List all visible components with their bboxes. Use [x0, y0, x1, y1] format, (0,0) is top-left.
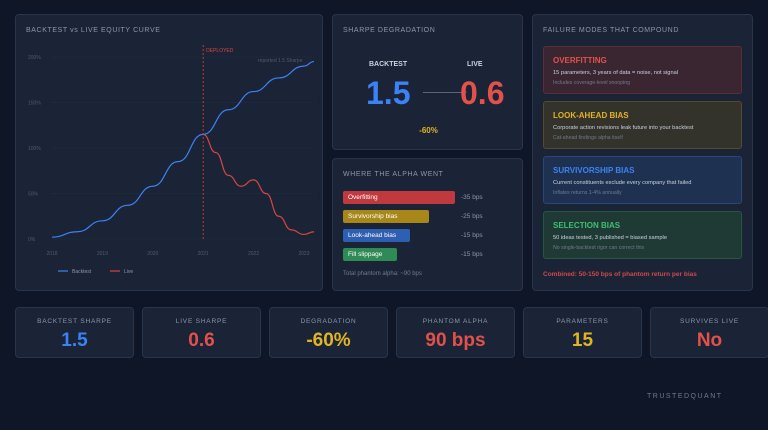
failure-card-desc: 15 parameters, 3 years of data = noise, …	[553, 70, 679, 76]
legend-label: Live	[124, 269, 133, 275]
failure-card-title: LOOK-AHEAD BIAS	[553, 111, 629, 120]
failure-card-note: No single-backtest rigor can correct thi…	[553, 245, 645, 251]
stat-value: 1.5	[61, 330, 88, 351]
sharpe-live-label: LIVE	[467, 61, 483, 68]
sharpe-panel: SHARPE DEGRADATION BACKTEST 1.5 LIVE 0.6…	[332, 14, 523, 150]
failure-card: LOOK-AHEAD BIAS Corporate action revision…	[543, 101, 742, 149]
x-tick-label: 2018	[46, 251, 57, 257]
alpha-bar: Fill slippage	[343, 248, 397, 261]
y-tick-label: 200%	[28, 55, 41, 61]
failure-card-note: Includes coverage-level snooping	[553, 80, 630, 86]
failure-card-note: Cat-ahead findings alpha itself	[553, 135, 623, 141]
equity-chart: 200% 150% 100% 50% 0% 2018 2019 2020 2021 2022 202…	[28, 45, 315, 275]
stat-label: DEGRADATION	[300, 318, 357, 325]
y-tick-label: 50%	[28, 192, 39, 198]
failure-title: FAILURE MODES THAT COMPOUND	[543, 27, 679, 34]
failure-card-note: Inflates returns 1-4% annually	[553, 190, 622, 196]
failure-card-desc: Current constituents exclude every compa…	[553, 180, 692, 186]
stat-label: LIVE SHARPE	[175, 318, 228, 325]
x-tick-label: 2020	[147, 251, 158, 257]
sharpe-live-value: 0.6	[460, 75, 505, 111]
y-tick-label: 150%	[28, 101, 41, 107]
alpha-panel: WHERE THE ALPHA WENT Overfitting -35 bps S…	[332, 158, 523, 291]
stat-label: PHANTOM ALPHA	[422, 318, 489, 325]
stat-card: SURVIVES LIVE No	[650, 307, 768, 358]
backtest-line	[51, 60, 315, 238]
failure-card: SURVIVORSHIP BIAS Current constituents ex…	[543, 156, 742, 204]
x-tick-label: 2021	[198, 251, 209, 257]
alpha-bar-value: -35 bps	[461, 194, 483, 201]
chart-annotation: reported 1.5 Sharpe	[258, 58, 303, 64]
x-tick-label: 2019	[97, 251, 108, 257]
failure-card-desc: Corporate action revisions leak future i…	[553, 125, 694, 131]
sharpe-delta: -60%	[419, 126, 438, 135]
live-line	[202, 133, 315, 236]
arrow-right-icon	[423, 89, 467, 95]
chart-title: BACKTEST vs LIVE EQUITY CURVE	[26, 27, 161, 34]
stat-value: -60%	[306, 330, 351, 351]
stat-card: BACKTEST SHARPE 1.5	[15, 307, 134, 358]
stat-card: LIVE SHARPE 0.6	[142, 307, 261, 358]
alpha-bar: Overfitting	[343, 191, 455, 204]
brand-logo: TRUSTEDQUANT	[647, 393, 723, 400]
stat-value: 0.6	[188, 330, 215, 351]
alpha-title: WHERE THE ALPHA WENT	[343, 171, 444, 178]
stat-label: SURVIVES LIVE	[679, 318, 740, 325]
stat-value: 90 bps	[425, 330, 486, 351]
sharpe-backtest-label: BACKTEST	[369, 61, 408, 68]
stat-label: PARAMETERS	[556, 318, 609, 325]
sharpe-title: SHARPE DEGRADATION	[343, 27, 436, 34]
alpha-bar-value: -25 bps	[461, 213, 483, 220]
failure-panel: FAILURE MODES THAT COMPOUND OVERFITTING 1…	[532, 14, 753, 291]
stat-card: DEGRADATION -60%	[269, 307, 388, 358]
equity-chart-panel: BACKTEST vs LIVE EQUITY CURVE 200% 150% 10…	[15, 14, 323, 291]
legend-label: Backtest	[72, 269, 92, 275]
stat-card: PHANTOM ALPHA 90 bps	[396, 307, 515, 358]
alpha-total: Total phantom alpha: ~90 bps	[343, 271, 422, 277]
failure-card-title: OVERFITTING	[553, 56, 607, 65]
stat-label: BACKTEST SHARPE	[37, 318, 112, 325]
x-tick-label: 2023	[298, 251, 309, 257]
alpha-bar: Survivorship bias	[343, 210, 429, 223]
y-tick-label: 0%	[28, 237, 36, 243]
failure-card-title: SURVIVORSHIP BIAS	[553, 166, 635, 175]
stat-card: PARAMETERS 15	[523, 307, 642, 358]
alpha-bar-value: -15 bps	[461, 251, 483, 258]
y-tick-label: 100%	[28, 146, 41, 152]
x-tick-label: 2022	[248, 251, 259, 257]
stat-value: No	[696, 330, 723, 351]
deployed-label: DEPLOYED	[206, 48, 234, 54]
failure-card-title: SELECTION BIAS	[553, 221, 621, 230]
stat-value: 15	[571, 330, 594, 351]
failure-card-desc: 50 ideas tested, 3 published = biased sa…	[553, 235, 667, 241]
sharpe-backtest-value: 1.5	[366, 75, 411, 111]
alpha-bar: Look-ahead bias	[343, 229, 410, 242]
failure-summary: Combined: 50-150 bps of phantom return p…	[543, 271, 697, 278]
failure-card: OVERFITTING 15 parameters, 3 years of dat…	[543, 46, 742, 94]
failure-card: SELECTION BIAS 50 ideas tested, 3 publish…	[543, 211, 742, 259]
alpha-bar-value: -15 bps	[461, 232, 483, 239]
